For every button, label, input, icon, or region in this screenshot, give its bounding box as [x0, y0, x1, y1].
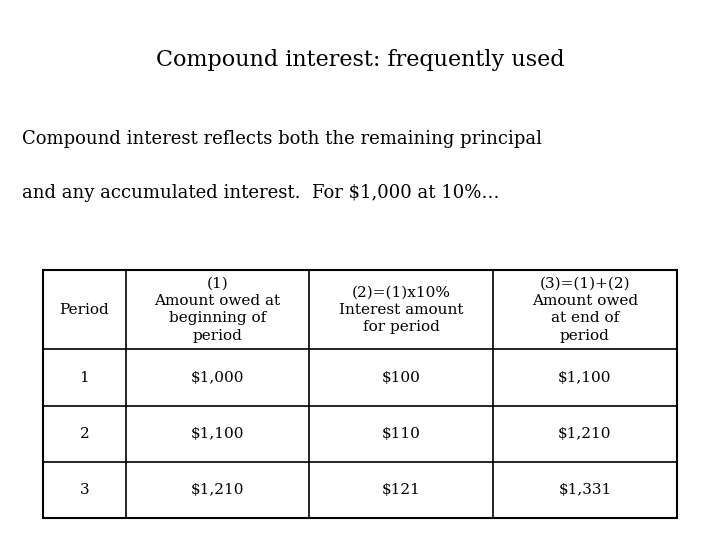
Bar [43, 270, 677, 518]
Text: $121: $121 [382, 483, 420, 497]
Text: $1,100: $1,100 [191, 427, 244, 441]
Text: (2)=(1)x10%
Interest amount
for period: (2)=(1)x10% Interest amount for period [339, 286, 464, 334]
Text: $110: $110 [382, 427, 420, 441]
Text: $1,210: $1,210 [191, 483, 244, 497]
Text: 3: 3 [80, 483, 89, 497]
Text: and any accumulated interest.  For $1,000 at 10%…: and any accumulated interest. For $1,000… [22, 184, 499, 201]
Text: $1,331: $1,331 [558, 483, 611, 497]
Text: Period: Period [60, 303, 109, 317]
Text: 1: 1 [79, 370, 89, 384]
Text: (3)=(1)+(2)
Amount owed
at end of
period: (3)=(1)+(2) Amount owed at end of period [532, 277, 638, 343]
Text: $1,210: $1,210 [558, 427, 612, 441]
Text: 2: 2 [79, 427, 89, 441]
Text: Compound interest: frequently used: Compound interest: frequently used [156, 49, 564, 71]
Text: Compound interest reflects both the remaining principal: Compound interest reflects both the rema… [22, 130, 541, 147]
Text: $1,100: $1,100 [558, 370, 612, 384]
Text: $1,000: $1,000 [191, 370, 244, 384]
Text: $100: $100 [382, 370, 420, 384]
Text: (1)
Amount owed at
beginning of
period: (1) Amount owed at beginning of period [154, 277, 281, 343]
